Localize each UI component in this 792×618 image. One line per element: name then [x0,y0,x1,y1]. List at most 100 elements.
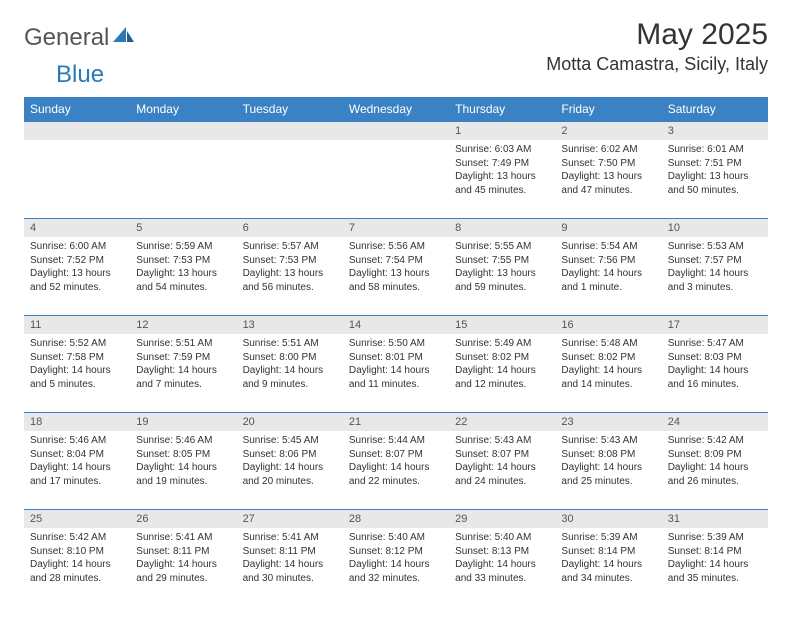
daylight-text: and 5 minutes. [30,378,124,392]
sunset-text: Sunset: 7:58 PM [30,351,124,365]
daylight-text: Daylight: 14 hours [136,461,230,475]
detail-row: Sunrise: 6:00 AMSunset: 7:52 PMDaylight:… [24,237,768,315]
daylight-text: and 33 minutes. [455,572,549,586]
day-number: 10 [662,219,768,237]
day-number [343,122,449,140]
calendar: Sunday Monday Tuesday Wednesday Thursday… [24,97,768,606]
day-cell: Sunrise: 5:39 AMSunset: 8:14 PMDaylight:… [662,528,768,606]
daylight-text: Daylight: 14 hours [668,364,762,378]
day-number: 16 [555,316,661,334]
sunrise-text: Sunrise: 6:00 AM [30,240,124,254]
day-cell: Sunrise: 5:41 AMSunset: 8:11 PMDaylight:… [237,528,343,606]
day-number [237,122,343,140]
day-number: 3 [662,122,768,140]
day-cell: Sunrise: 5:53 AMSunset: 7:57 PMDaylight:… [662,237,768,315]
daylight-text: Daylight: 14 hours [349,461,443,475]
day-cell: Sunrise: 5:46 AMSunset: 8:05 PMDaylight:… [130,431,236,509]
daylight-text: Daylight: 14 hours [668,558,762,572]
detail-row: Sunrise: 5:52 AMSunset: 7:58 PM Daylight:… [24,334,768,412]
sunrise-text: Sunrise: 5:52 AM [30,337,124,351]
day-number: 22 [449,413,555,431]
sunrise-text: Sunrise: 5:43 AM [561,434,655,448]
day-cell: Sunrise: 5:48 AMSunset: 8:02 PMDaylight:… [555,334,661,412]
day-number: 14 [343,316,449,334]
sunset-text: Sunset: 7:50 PM [561,157,655,171]
day-number: 9 [555,219,661,237]
day-number: 1 [449,122,555,140]
day-cell: Sunrise: 5:57 AMSunset: 7:53 PMDaylight:… [237,237,343,315]
day-cell: Sunrise: 6:02 AMSunset: 7:50 PMDaylight:… [555,140,661,218]
sunset-text: Sunset: 8:00 PM [243,351,337,365]
weekday-header: Sunday Monday Tuesday Wednesday Thursday… [24,97,768,121]
day-number: 21 [343,413,449,431]
sunset-text: Sunset: 8:11 PM [243,545,337,559]
daylight-text: and 58 minutes. [349,281,443,295]
sunset-text: Sunset: 8:06 PM [243,448,337,462]
daylight-text: Daylight: 14 hours [455,364,549,378]
daylight-text: Daylight: 14 hours [243,461,337,475]
day-cell [237,140,343,218]
day-cell: Sunrise: 5:52 AMSunset: 7:58 PMDaylight:… [24,334,130,412]
daylight-text: and 50 minutes. [668,184,762,198]
day-cell: Sunrise: 5:49 AMSunset: 8:02 PMDaylight:… [449,334,555,412]
day-number: 26 [130,510,236,528]
day-cell: Sunrise: 5:51 AMSunset: 8:00 PMDaylight:… [237,334,343,412]
daylight-text: Daylight: 14 hours [561,267,655,281]
day-number: 17 [662,316,768,334]
day-cell: Sunrise: 5:43 AMSunset: 8:07 PMDaylight:… [449,431,555,509]
daylight-text: and 3 minutes. [668,281,762,295]
sunset-text: Sunset: 8:12 PM [349,545,443,559]
day-number: 6 [237,219,343,237]
day-number: 8 [449,219,555,237]
sunset-text: Sunset: 8:01 PM [349,351,443,365]
day-number: 13 [237,316,343,334]
daylight-text: Daylight: 14 hours [30,558,124,572]
sunrise-text: Sunrise: 5:53 AM [668,240,762,254]
daylight-text: and 35 minutes. [668,572,762,586]
weekday-label: Saturday [662,97,768,121]
logo-text-2: Blue [56,61,104,89]
logo-sail-icon [113,27,135,50]
day-number: 27 [237,510,343,528]
daylight-text: and 9 minutes. [243,378,337,392]
daylight-text: and 45 minutes. [455,184,549,198]
day-cell: Sunrise: 6:00 AMSunset: 7:52 PMDaylight:… [24,237,130,315]
sunset-text: Sunset: 8:14 PM [561,545,655,559]
day-cell: Sunrise: 5:44 AMSunset: 8:07 PMDaylight:… [343,431,449,509]
sunrise-text: Sunrise: 5:51 AM [136,337,230,351]
daynum-row: 11121314151617 [24,315,768,334]
sunrise-text: Sunrise: 5:39 AM [561,531,655,545]
day-cell: Sunrise: 6:01 AMSunset: 7:51 PMDaylight:… [662,140,768,218]
daylight-text: and 32 minutes. [349,572,443,586]
daylight-text: Daylight: 13 hours [243,267,337,281]
daylight-text: Daylight: 14 hours [30,461,124,475]
sunset-text: Sunset: 8:07 PM [349,448,443,462]
day-number: 5 [130,219,236,237]
sunset-text: Sunset: 8:10 PM [30,545,124,559]
sunset-text: Sunset: 8:02 PM [455,351,549,365]
sunrise-text: Sunrise: 5:39 AM [668,531,762,545]
day-number: 15 [449,316,555,334]
sunset-text: Sunset: 7:57 PM [668,254,762,268]
day-number: 23 [555,413,661,431]
weekday-label: Sunday [24,97,130,121]
day-cell: Sunrise: 5:51 AMSunset: 7:59 PMDaylight:… [130,334,236,412]
daylight-text: Daylight: 13 hours [136,267,230,281]
daylight-text: and 26 minutes. [668,475,762,489]
sunrise-text: Sunrise: 5:46 AM [136,434,230,448]
day-cell: Sunrise: 5:43 AMSunset: 8:08 PMDaylight:… [555,431,661,509]
sunrise-text: Sunrise: 5:43 AM [455,434,549,448]
sunset-text: Sunset: 8:02 PM [561,351,655,365]
sunrise-text: Sunrise: 5:40 AM [455,531,549,545]
day-cell: Sunrise: 5:39 AMSunset: 8:14 PMDaylight:… [555,528,661,606]
daylight-text: Daylight: 14 hours [668,461,762,475]
sunrise-text: Sunrise: 5:42 AM [30,531,124,545]
day-cell: Sunrise: 5:47 AMSunset: 8:03 PMDaylight:… [662,334,768,412]
weekday-label: Wednesday [343,97,449,121]
daylight-text: and 1 minute. [561,281,655,295]
day-cell: Sunrise: 5:50 AMSunset: 8:01 PMDaylight:… [343,334,449,412]
daynum-row: 45678910 [24,218,768,237]
sunrise-text: Sunrise: 6:03 AM [455,143,549,157]
day-number: 18 [24,413,130,431]
daylight-text: Daylight: 13 hours [455,170,549,184]
